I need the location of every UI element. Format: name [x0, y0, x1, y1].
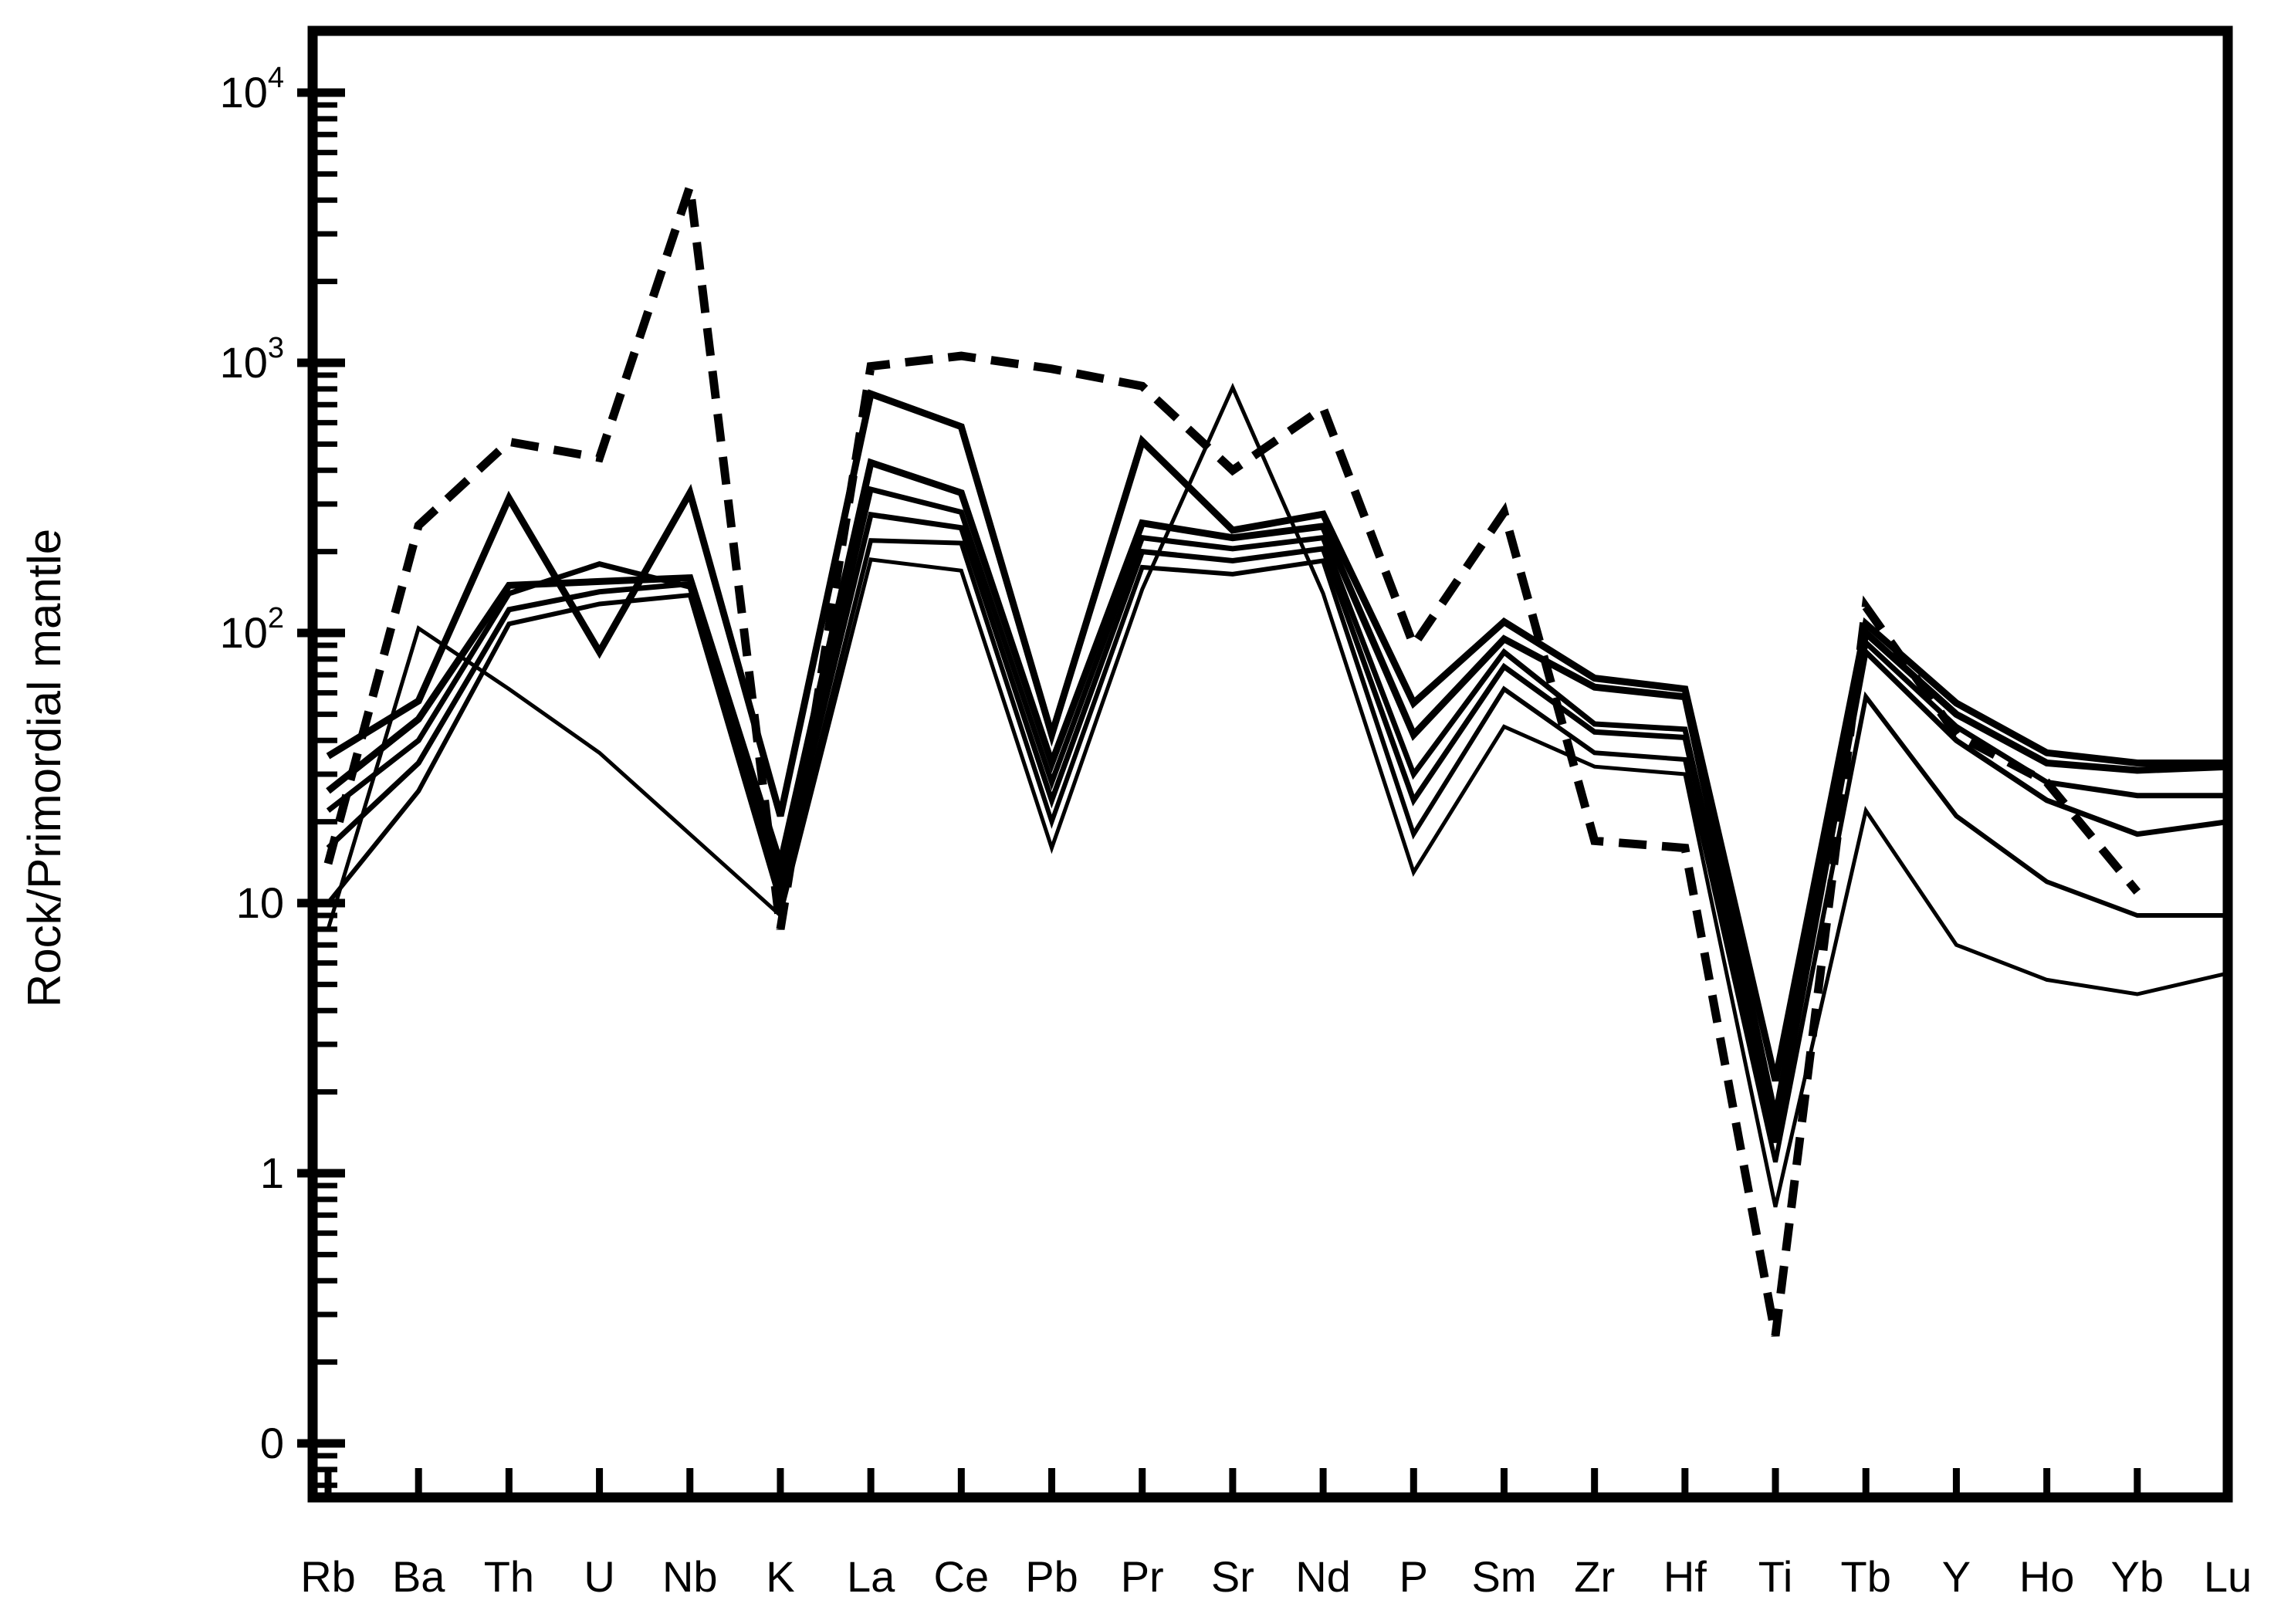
x-axis-label: Zr [1574, 1552, 1615, 1601]
x-axis-label: Pb [1025, 1552, 1078, 1601]
series-line-sample-6 [326, 382, 2229, 1208]
y-axis-label: 0 [260, 1419, 284, 1467]
x-axis-label: Sm [1471, 1552, 1536, 1601]
series-line-sample-5 [326, 538, 2228, 1163]
y-axis-label: 104 [220, 62, 284, 117]
y-axis-label: 102 [220, 602, 284, 657]
plot-border [307, 25, 2233, 1503]
x-axis-ticks [324, 1468, 2232, 1496]
series-line-sample-3 [326, 486, 2228, 1131]
x-axis-label: Th [484, 1552, 534, 1601]
x-axis-tick-labels: Rb Ba Th U Nb K La Ce Pb Pr Sr Nd P Sm Zr Hf Ti Tb Y Ho Yb Lu [300, 1552, 2252, 1601]
x-axis-label: Hf [1663, 1552, 1707, 1601]
series-line-dashed-reference [323, 184, 2141, 1337]
x-axis-label: Ho [2019, 1552, 2075, 1601]
x-axis-label: Nd [1295, 1552, 1351, 1601]
y-axis-label: 10 [236, 878, 284, 927]
y-axis-title: Rock/Primordial mantle [19, 529, 70, 1007]
x-axis-label: Nb [662, 1552, 718, 1601]
x-axis-label: Tb [1841, 1552, 1891, 1601]
x-axis-label: Yb [2111, 1552, 2164, 1601]
series-line-sample-4 [326, 511, 2229, 1143]
x-axis-label: Ba [392, 1552, 445, 1601]
x-axis-label: U [584, 1552, 614, 1601]
x-axis-label: La [847, 1552, 895, 1601]
x-axis-label: Rb [300, 1552, 356, 1601]
y-axis-label: 103 [220, 332, 284, 387]
y-axis-label: 1 [260, 1149, 284, 1197]
y-axis-ticks [297, 88, 345, 1488]
x-axis-label: Ti [1758, 1552, 1793, 1601]
series-line-sample-2 [326, 458, 2229, 1119]
x-axis-label: P [1399, 1552, 1428, 1601]
x-axis-label: Sr [1211, 1552, 1254, 1601]
series-line-sample-1 [326, 389, 2228, 1082]
plot-border-rect [307, 25, 2233, 1503]
series-lines [323, 184, 2229, 1337]
x-axis-label: K [766, 1552, 794, 1601]
x-axis-label: Pr [1121, 1552, 1164, 1601]
x-axis-label: Y [1942, 1552, 1971, 1601]
x-axis-label: Ce [934, 1552, 990, 1601]
x-axis-label: Lu [2204, 1552, 2252, 1601]
